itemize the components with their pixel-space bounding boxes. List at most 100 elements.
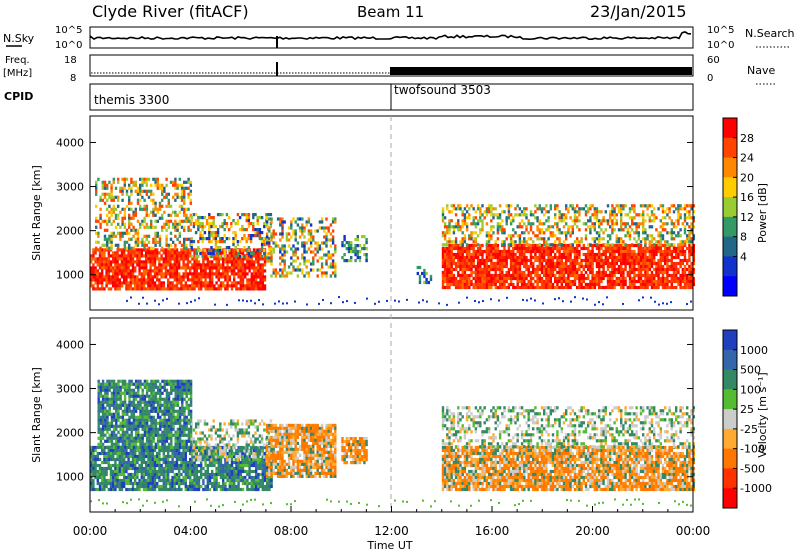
data-cell bbox=[600, 244, 602, 247]
data-cell bbox=[521, 231, 523, 234]
data-cell bbox=[492, 216, 494, 219]
data-cell bbox=[163, 455, 165, 458]
data-cell bbox=[631, 253, 633, 256]
data-cell bbox=[677, 231, 679, 234]
data-cell bbox=[250, 234, 252, 237]
data-cell bbox=[679, 234, 681, 237]
data-cell bbox=[616, 271, 618, 274]
data-cell bbox=[171, 467, 173, 470]
data-cell bbox=[176, 223, 178, 226]
data-cell bbox=[473, 244, 475, 247]
data-cell bbox=[350, 244, 352, 247]
data-cell bbox=[171, 482, 173, 485]
data-cell bbox=[114, 488, 116, 491]
data-cell bbox=[457, 207, 459, 210]
data-cell bbox=[99, 247, 101, 250]
data-cell bbox=[102, 220, 104, 223]
data-cell bbox=[197, 225, 199, 228]
data-cell bbox=[113, 208, 115, 211]
data-cell bbox=[130, 208, 132, 211]
data-cell bbox=[226, 275, 228, 278]
data-cell bbox=[609, 250, 611, 253]
data-cell bbox=[127, 479, 129, 482]
data-cell bbox=[613, 207, 615, 210]
data-cell bbox=[556, 280, 558, 283]
data-cell bbox=[464, 286, 466, 289]
data-cell bbox=[558, 243, 560, 246]
data-cell bbox=[486, 283, 488, 286]
data-cell bbox=[629, 268, 631, 271]
data-cell bbox=[179, 235, 181, 238]
data-cell bbox=[646, 268, 648, 271]
data-cell bbox=[539, 265, 541, 268]
data-cell bbox=[132, 181, 134, 184]
data-cell bbox=[598, 210, 600, 213]
data-cell bbox=[103, 476, 105, 479]
data-cell bbox=[106, 193, 108, 196]
data-cell bbox=[675, 250, 677, 253]
data-cell bbox=[470, 265, 472, 268]
data-cell bbox=[132, 482, 134, 485]
data-cell bbox=[176, 260, 178, 263]
data-cell bbox=[215, 231, 217, 234]
data-cell bbox=[146, 190, 148, 193]
data-cell bbox=[359, 250, 361, 253]
data-cell bbox=[105, 281, 107, 284]
data-cell bbox=[470, 231, 472, 234]
data-cell bbox=[148, 235, 150, 238]
data-cell bbox=[532, 268, 534, 271]
data-cell bbox=[136, 482, 138, 485]
data-cell bbox=[92, 455, 94, 458]
data-cell bbox=[497, 216, 499, 219]
data-cell bbox=[457, 228, 459, 231]
data-cell bbox=[444, 286, 446, 289]
data-cell bbox=[189, 479, 191, 482]
data-cell bbox=[503, 259, 505, 262]
data-cell bbox=[361, 247, 363, 250]
data-cell bbox=[176, 488, 178, 491]
data-cell bbox=[170, 238, 172, 241]
data-cell bbox=[651, 256, 653, 259]
data-cell bbox=[490, 207, 492, 210]
data-cell bbox=[160, 272, 162, 275]
data-cell bbox=[150, 184, 152, 187]
data-cell bbox=[134, 464, 136, 467]
data-cell bbox=[187, 251, 189, 254]
data-cell bbox=[224, 260, 226, 263]
data-cell bbox=[635, 274, 637, 277]
data-cell bbox=[303, 229, 305, 232]
data-cell bbox=[132, 226, 134, 229]
data-cell bbox=[684, 283, 686, 286]
data-cell bbox=[583, 253, 585, 256]
data-cell bbox=[171, 266, 173, 269]
data-cell bbox=[103, 458, 105, 461]
data-cell bbox=[591, 244, 593, 247]
data-cell bbox=[127, 452, 129, 455]
data-cell bbox=[125, 254, 127, 257]
data-cell bbox=[141, 458, 143, 461]
data-cell bbox=[222, 266, 224, 269]
data-cell bbox=[139, 205, 141, 208]
data-cell bbox=[508, 283, 510, 286]
data-cell bbox=[567, 225, 569, 228]
data-cell bbox=[143, 287, 145, 290]
data-cell bbox=[191, 216, 193, 219]
data-cell bbox=[154, 244, 156, 247]
data-cell bbox=[106, 247, 108, 250]
data-cell bbox=[174, 247, 176, 250]
data-cell bbox=[106, 214, 108, 217]
data-cell bbox=[569, 234, 571, 237]
data-cell bbox=[631, 207, 633, 210]
data-cell bbox=[183, 214, 185, 217]
data-cell bbox=[121, 281, 123, 284]
data-cell bbox=[417, 272, 419, 275]
data-cell bbox=[215, 272, 217, 275]
data-cell bbox=[108, 449, 110, 452]
data-cell bbox=[228, 216, 230, 219]
data-cell bbox=[690, 301, 692, 303]
data-cell bbox=[134, 251, 136, 254]
data-cell bbox=[462, 262, 464, 265]
data-cell bbox=[530, 237, 532, 240]
data-cell bbox=[583, 265, 585, 268]
data-cell bbox=[292, 217, 294, 220]
